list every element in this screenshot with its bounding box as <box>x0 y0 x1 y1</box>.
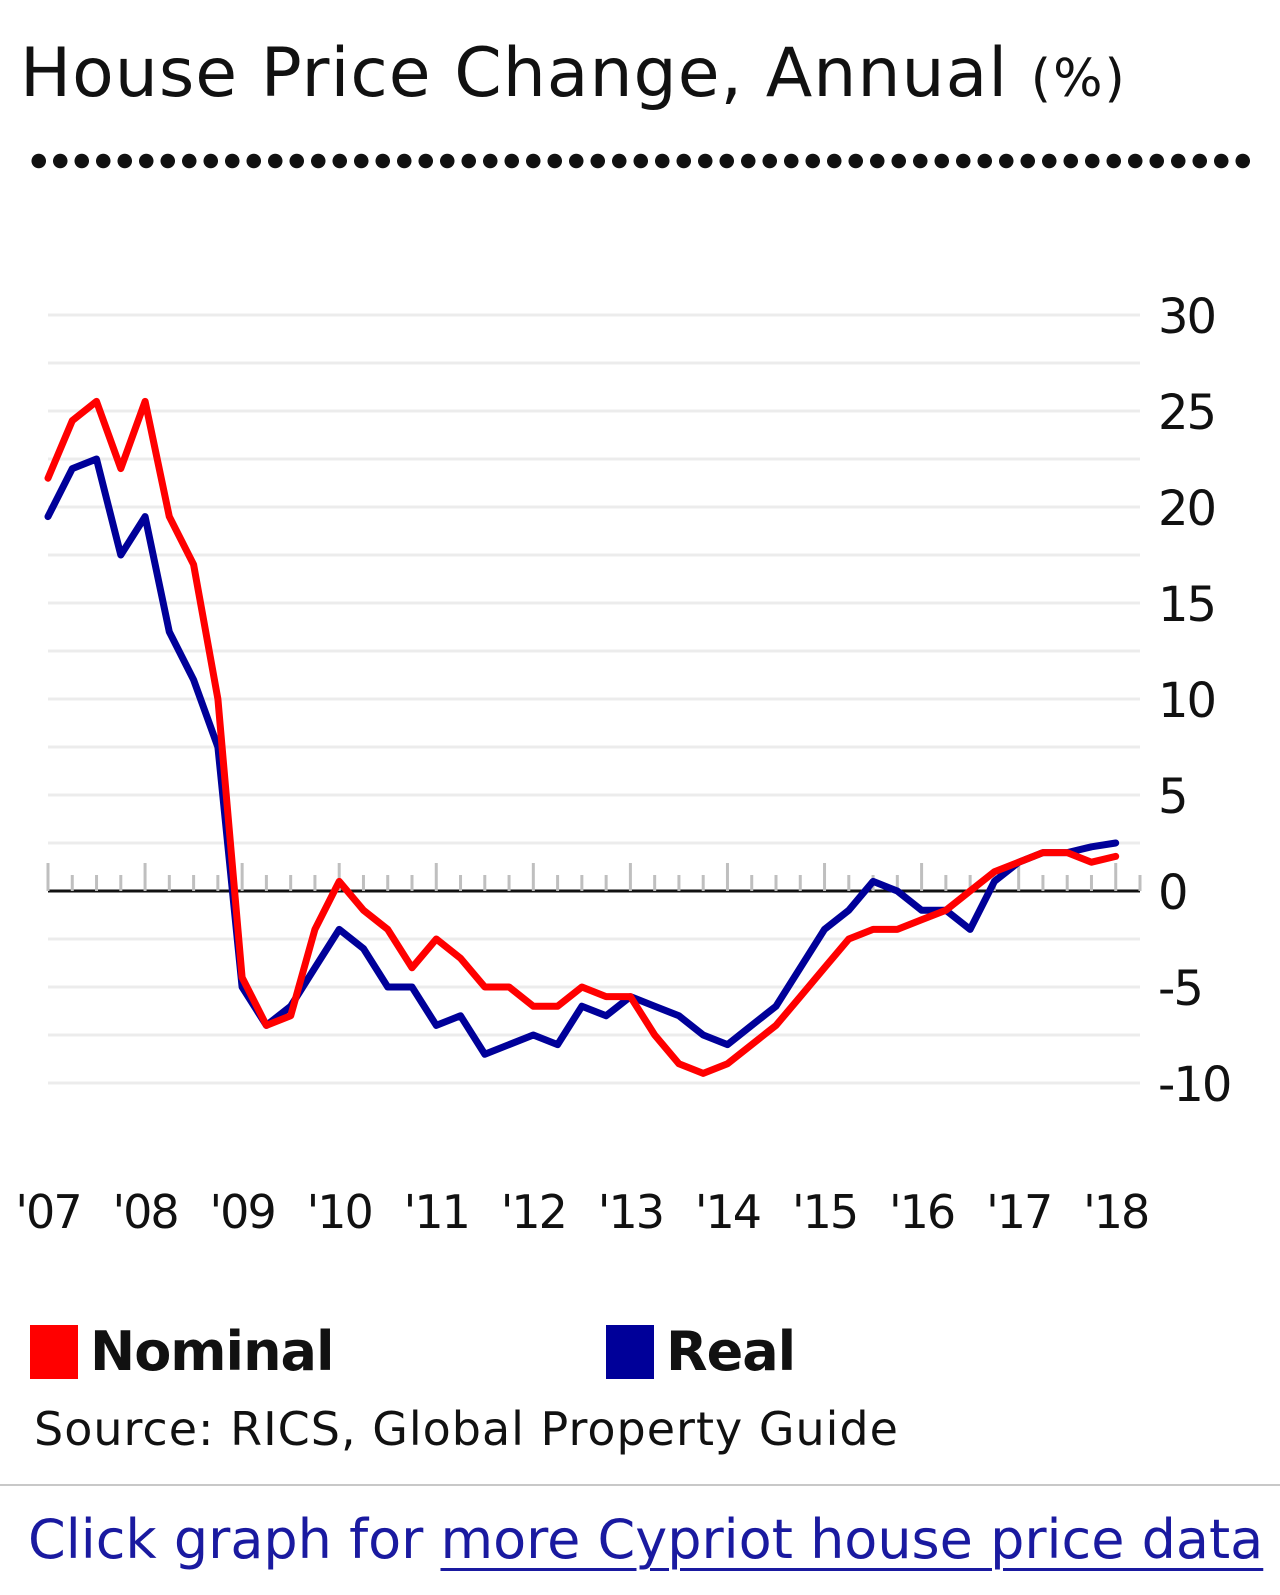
link-prefix: Click graph for <box>28 1508 441 1571</box>
y-tick-label: 20 <box>1158 481 1215 537</box>
chart-legend: Nominal Real <box>30 1320 1130 1383</box>
series-line-real <box>44 455 1120 1058</box>
y-tick-label: -10 <box>1158 1057 1230 1113</box>
legend-label-nominal: Nominal <box>90 1320 334 1383</box>
legend-item-real: Real <box>606 1320 796 1383</box>
x-tick-label: '17 <box>986 1185 1051 1239</box>
more-data-link[interactable]: more Cypriot house price data <box>440 1508 1264 1571</box>
y-tick-label: 10 <box>1158 673 1215 729</box>
x-tick-label: '14 <box>695 1185 760 1239</box>
x-tick-label: '08 <box>112 1185 177 1239</box>
y-tick-label: 5 <box>1158 769 1187 825</box>
x-tick-label: '16 <box>889 1185 954 1239</box>
footer-link-row: Click graph for more Cypriot house price… <box>28 1508 1263 1571</box>
series-line-nominal <box>44 397 1120 1077</box>
legend-label-real: Real <box>666 1320 796 1383</box>
legend-swatch-nominal <box>30 1324 78 1379</box>
x-tick-label: '15 <box>792 1185 857 1239</box>
legend-swatch-real <box>606 1324 654 1379</box>
title-dotted-divider <box>28 150 1250 172</box>
x-tick-label: '10 <box>307 1185 372 1239</box>
y-tick-label: -5 <box>1158 961 1202 1017</box>
x-tick-label: '13 <box>598 1185 663 1239</box>
y-tick-label: 0 <box>1158 865 1187 921</box>
x-tick-label: '07 <box>15 1185 80 1239</box>
x-tick-label: '11 <box>404 1185 469 1239</box>
y-tick-label: 15 <box>1158 577 1215 633</box>
chart-title: House Price Change, Annual (%) <box>20 40 1127 108</box>
y-tick-label: 30 <box>1158 289 1215 345</box>
y-tick-label: 25 <box>1158 385 1215 441</box>
footer-divider <box>0 1484 1280 1486</box>
x-tick-label: '09 <box>210 1185 275 1239</box>
legend-item-nominal: Nominal <box>30 1320 334 1383</box>
source-note: Source: RICS, Global Property Guide <box>34 1402 899 1456</box>
chart-title-unit: (%) <box>1030 49 1127 109</box>
x-tick-label: '12 <box>501 1185 566 1239</box>
line-chart[interactable]: 30 25 20 15 10 5 0 -5 -10 '07 '08 '09 '10 '11 '12 '13 '1… <box>0 0 1280 1290</box>
chart-title-text: House Price Change, Annual <box>20 34 1009 113</box>
x-tick-label: '18 <box>1083 1185 1148 1239</box>
